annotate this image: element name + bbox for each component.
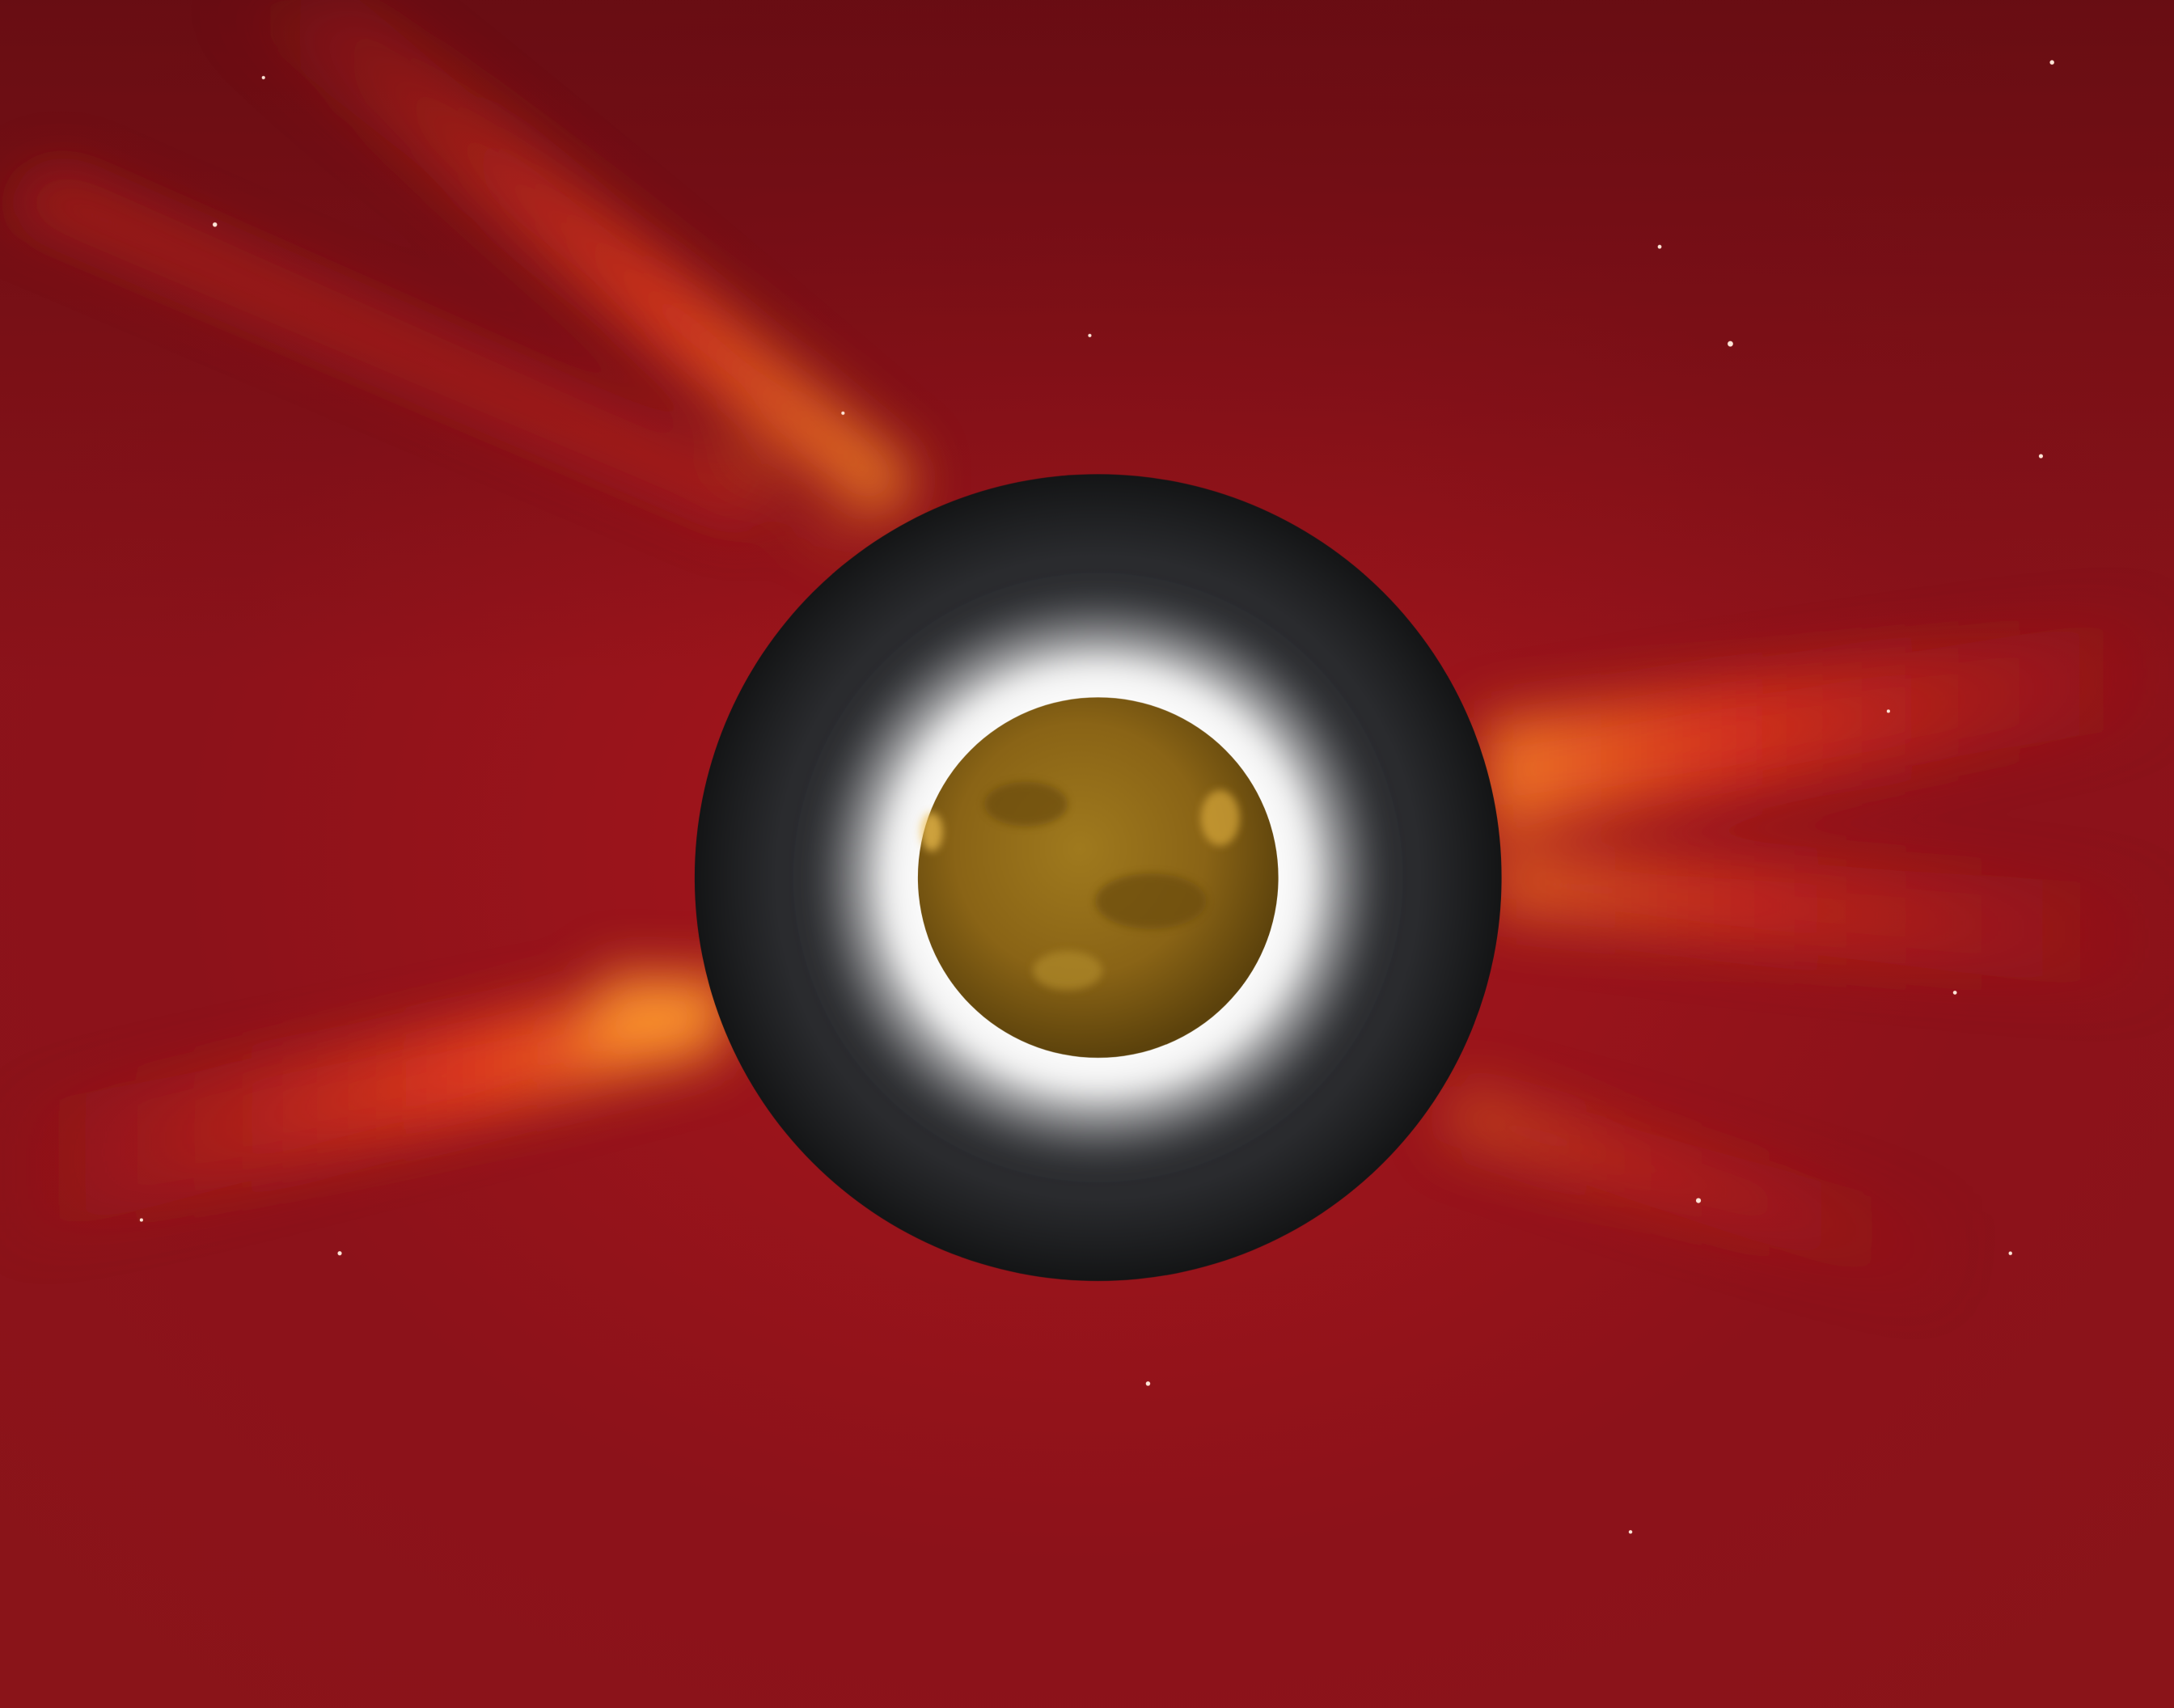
star: [139, 1218, 143, 1222]
star: [261, 75, 265, 80]
sun-region: [1033, 951, 1102, 990]
sun-region: [1095, 873, 1207, 929]
streamer-left: [0, 970, 735, 1248]
star: [337, 1251, 342, 1256]
star: [1628, 1530, 1633, 1534]
star: [1088, 333, 1092, 337]
active-region: [1200, 790, 1240, 846]
star: [212, 222, 218, 227]
active-region: [920, 812, 943, 852]
streamer-right-lower: [1490, 845, 2174, 999]
star: [1695, 1198, 1702, 1203]
star: [2049, 60, 2054, 65]
streamer-faint: [0, 166, 776, 527]
sun-disk: [917, 697, 1279, 1058]
star: [2038, 454, 2043, 459]
stars: [139, 60, 2054, 1534]
star: [2008, 1251, 2012, 1255]
streamer-right: [1483, 610, 2174, 832]
sun-texture: [920, 781, 1240, 990]
sun-region: [984, 781, 1068, 827]
streamer-upper-left: [208, 0, 916, 527]
star: [1952, 991, 1957, 995]
streamers: [0, 0, 2174, 1304]
streamer-lower-right: [1441, 1081, 1969, 1304]
star: [841, 411, 845, 415]
streamer-left-core: [582, 970, 721, 1054]
star: [1728, 340, 1733, 347]
star: [1145, 1381, 1151, 1386]
star: [1657, 244, 1662, 249]
star: [1886, 709, 1890, 713]
